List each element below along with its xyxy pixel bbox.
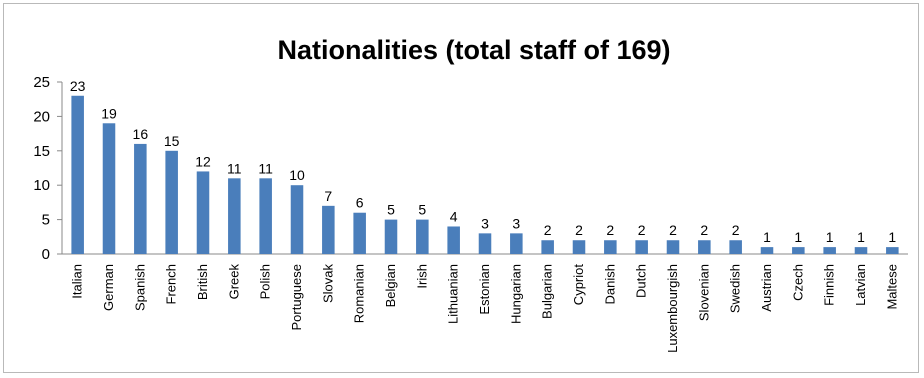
category-label: Latvian [853, 264, 868, 306]
data-label: 10 [289, 167, 305, 183]
bar-latvian [854, 247, 868, 254]
category-label: Austrian [759, 264, 774, 312]
category-label: German [101, 264, 116, 311]
category-label: Greek [226, 264, 241, 300]
y-tick-label: 5 [42, 212, 50, 229]
bar-portuguese [290, 185, 304, 254]
data-label: 12 [195, 153, 211, 169]
y-tick-label: 25 [33, 74, 50, 91]
data-label: 11 [227, 160, 242, 176]
category-label: Estonian [477, 264, 492, 315]
bar-belgian [384, 219, 398, 254]
category-label: Polish [258, 264, 273, 299]
bar-slovenian [698, 240, 711, 254]
category-label: Swedish [728, 264, 743, 313]
category-label: Portuguese [289, 264, 304, 331]
bar-maltese [886, 247, 899, 254]
bar-lithuanian [447, 226, 460, 254]
bar-german [102, 123, 116, 254]
category-label: Czech [790, 264, 805, 301]
category-label: Hungarian [508, 264, 523, 324]
bar-bulgarian [541, 240, 554, 254]
data-label: 2 [606, 222, 614, 238]
category-label: Cypriot [571, 264, 586, 306]
bar-chart: Nationalities (total staff of 169) 0 5 10 1… [33, 35, 908, 353]
category-label: Italian [70, 264, 85, 299]
bar-greek [228, 178, 241, 254]
data-label: 19 [101, 105, 117, 121]
bar-dutch [635, 240, 648, 254]
category-label: Slovenian [696, 264, 711, 321]
category-label: Maltese [884, 264, 899, 310]
data-label: 2 [638, 222, 646, 238]
category-label: Romanian [352, 264, 367, 323]
bar-british [196, 171, 210, 254]
bar-estonian [478, 233, 492, 254]
category-label: Belgian [383, 264, 398, 307]
data-label: 16 [133, 126, 149, 142]
data-label: 4 [450, 208, 458, 224]
category-label: Lithuanian [446, 264, 461, 324]
bar-swedish [729, 240, 742, 254]
category-label: British [195, 264, 210, 300]
category-label: Danish [602, 264, 617, 304]
category-label: Spanish [132, 264, 147, 311]
y-tick-label: 20 [33, 108, 50, 125]
bar-irish [416, 219, 429, 254]
data-label: 1 [826, 229, 834, 245]
chart-title: Nationalities (total staff of 169) [277, 35, 670, 65]
bar-hungarian [510, 233, 523, 254]
data-label: 2 [544, 222, 552, 238]
data-label: 3 [512, 215, 520, 231]
bar-romanian [353, 212, 366, 254]
data-label: 15 [164, 133, 180, 149]
data-label: 7 [324, 188, 332, 204]
data-label: 1 [763, 229, 771, 245]
bar-italian [71, 95, 84, 254]
bar-spanish [134, 143, 147, 254]
data-label: 1 [794, 229, 802, 245]
bars [71, 95, 899, 254]
bar-danish [604, 240, 617, 254]
bar-french [165, 150, 178, 254]
data-label: 5 [387, 202, 395, 218]
bar-cypriot [572, 240, 586, 254]
bar-finnish [823, 247, 836, 254]
data-label: 2 [669, 222, 677, 238]
y-tick-label: 15 [33, 143, 50, 160]
data-label: 6 [356, 195, 364, 211]
category-label: Luxembourgish [665, 264, 680, 353]
y-axis-ticks: 0 5 10 15 20 25 [33, 74, 62, 263]
data-label: 1 [857, 229, 865, 245]
category-label: Slovak [320, 264, 335, 304]
data-label: 1 [888, 229, 896, 245]
chart-frame: Nationalities (total staff of 169) 0 5 10 1… [3, 3, 919, 373]
category-label: French [164, 264, 179, 304]
y-tick-label: 10 [33, 177, 50, 194]
category-label: Bulgarian [540, 264, 555, 319]
bar-polish [259, 178, 272, 254]
category-label: Irish [414, 264, 429, 289]
category-label: Dutch [634, 264, 649, 298]
data-label: 2 [732, 222, 740, 238]
bar-austrian [760, 247, 774, 254]
bar-slovak [322, 205, 335, 254]
bar-czech [792, 247, 805, 254]
data-label: 5 [418, 202, 426, 218]
y-tick-label: 0 [42, 246, 50, 263]
category-labels: Italian German Spanish French British Greek Po… [70, 264, 900, 353]
bar-luxembourgish [666, 240, 680, 254]
data-label: 3 [481, 215, 489, 231]
category-label: Finnish [822, 264, 837, 306]
data-label: 23 [70, 78, 86, 94]
data-label: 11 [258, 160, 273, 176]
data-label: 2 [575, 222, 583, 238]
data-label: 2 [700, 222, 708, 238]
